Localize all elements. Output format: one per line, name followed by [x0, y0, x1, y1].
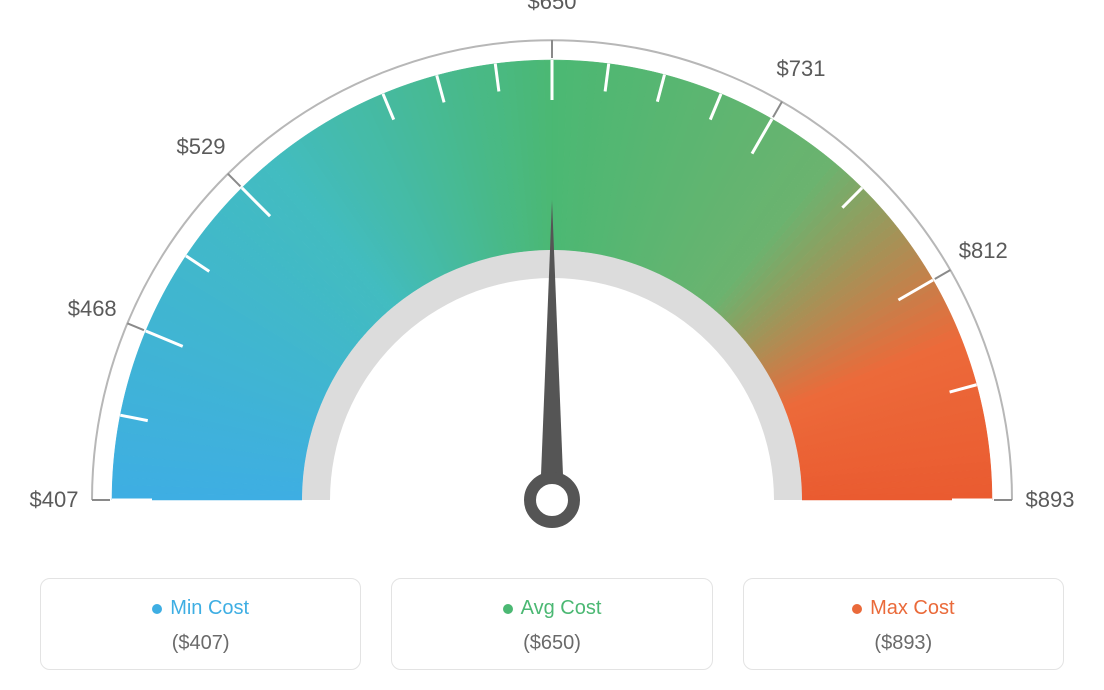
legend-card: Min Cost ($407) [40, 578, 361, 670]
gauge-tick-label: $529 [177, 134, 226, 160]
legend-dot-icon [152, 604, 162, 614]
gauge-tick-label: $407 [30, 487, 79, 513]
legend-value: ($407) [51, 632, 350, 655]
legend-title-text: Max Cost [870, 597, 954, 620]
gauge-svg [0, 0, 1104, 560]
legend-title: Max Cost [852, 597, 954, 620]
legend-title-text: Min Cost [170, 597, 249, 620]
chart-container: $407 $468 $529 $650 $731 $812 $893 Min Cost ($4… [0, 0, 1104, 690]
gauge-tick-label: $893 [1026, 487, 1075, 513]
legend-title: Min Cost [152, 597, 249, 620]
legend-title-text: Avg Cost [521, 597, 602, 620]
legend-card: Max Cost ($893) [743, 578, 1064, 670]
legend-value: ($650) [402, 632, 701, 655]
gauge-tick-label: $650 [528, 0, 577, 15]
legend-row: Min Cost ($407) Avg Cost ($650) Max Cost ($89… [40, 578, 1064, 670]
legend-card: Avg Cost ($650) [391, 578, 712, 670]
legend-title: Avg Cost [503, 597, 602, 620]
gauge-tick-label: $812 [959, 238, 1008, 264]
gauge-tick-label: $731 [777, 56, 826, 82]
gauge-area: $407 $468 $529 $650 $731 $812 $893 [0, 0, 1104, 560]
gauge-tick-label: $468 [68, 296, 117, 322]
legend-value: ($893) [754, 632, 1053, 655]
legend-dot-icon [852, 604, 862, 614]
legend-dot-icon [503, 604, 513, 614]
